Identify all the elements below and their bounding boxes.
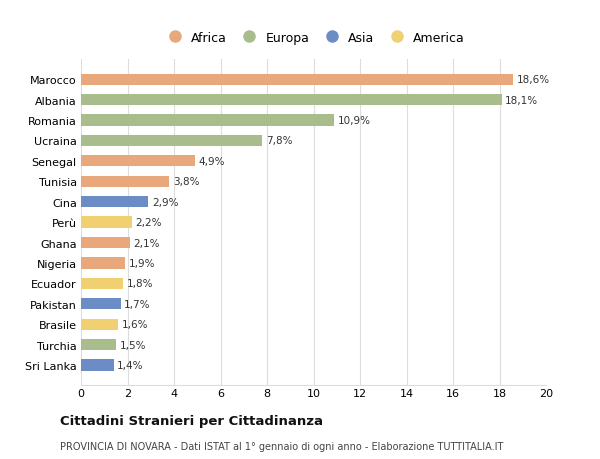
Text: 2,9%: 2,9% [152, 197, 178, 207]
Bar [81, 115, 334, 126]
Bar [81, 237, 130, 249]
Text: 10,9%: 10,9% [338, 116, 371, 126]
Text: 4,9%: 4,9% [199, 157, 225, 167]
Text: 1,6%: 1,6% [122, 319, 148, 330]
Text: 2,1%: 2,1% [133, 238, 160, 248]
Text: 1,9%: 1,9% [128, 258, 155, 269]
Text: 3,8%: 3,8% [173, 177, 199, 187]
Text: 18,6%: 18,6% [517, 75, 550, 85]
Legend: Africa, Europa, Asia, America: Africa, Europa, Asia, America [157, 27, 470, 50]
Bar [81, 74, 514, 86]
Bar [81, 95, 502, 106]
Bar [81, 359, 113, 371]
Bar [81, 298, 121, 310]
Bar [81, 339, 116, 350]
Text: 1,5%: 1,5% [119, 340, 146, 350]
Bar [81, 319, 118, 330]
Bar [81, 156, 195, 167]
Text: 1,8%: 1,8% [127, 279, 153, 289]
Text: 2,2%: 2,2% [136, 218, 162, 228]
Text: Cittadini Stranieri per Cittadinanza: Cittadini Stranieri per Cittadinanza [60, 414, 323, 428]
Bar [81, 217, 132, 228]
Text: 1,7%: 1,7% [124, 299, 151, 309]
Text: PROVINCIA DI NOVARA - Dati ISTAT al 1° gennaio di ogni anno - Elaborazione TUTTI: PROVINCIA DI NOVARA - Dati ISTAT al 1° g… [60, 441, 503, 451]
Bar [81, 258, 125, 269]
Bar [81, 278, 123, 289]
Bar [81, 135, 262, 147]
Text: 1,4%: 1,4% [117, 360, 143, 370]
Text: 18,1%: 18,1% [505, 95, 538, 106]
Text: 7,8%: 7,8% [266, 136, 292, 146]
Bar [81, 176, 169, 187]
Bar [81, 196, 148, 208]
